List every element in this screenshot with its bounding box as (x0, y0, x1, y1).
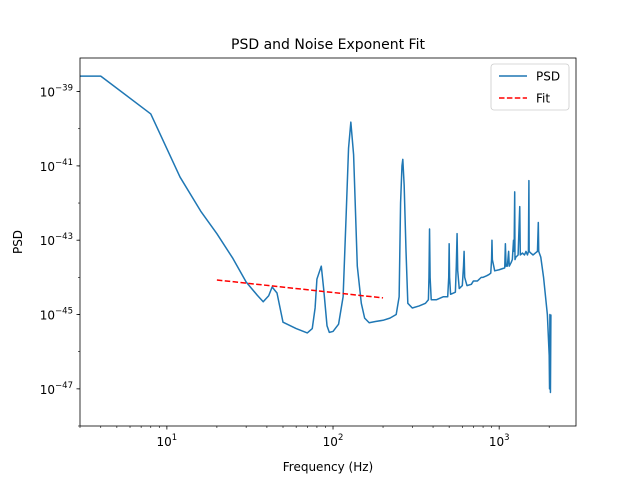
y-tick-label: 10−39 (40, 84, 73, 100)
y-tick-label: 10−41 (40, 158, 73, 174)
x-tick-label: 101 (157, 433, 178, 449)
y-tick-label: 10−43 (40, 232, 73, 248)
legend-label-psd: PSD (536, 70, 560, 84)
series-line-fit (216, 279, 384, 299)
x-axis-label: Frequency (Hz) (283, 460, 374, 474)
chart-title: PSD and Noise Exponent Fit (231, 37, 425, 53)
y-axis-label: PSD (11, 230, 25, 254)
axes: 101 102 103 10−47 10−45 10−43 10−41 10−39 (40, 57, 577, 449)
series-line-psd (80, 75, 552, 394)
legend-label-fit: Fit (536, 92, 550, 106)
x-tick-label: 102 (323, 433, 344, 449)
plot-frame (79, 57, 577, 427)
y-tick-label: 10−45 (40, 307, 73, 323)
y-tick-label: 10−47 (40, 381, 73, 397)
legend: PSD Fit (490, 63, 570, 111)
x-tick-label: 103 (489, 433, 510, 449)
plot-area (80, 75, 552, 394)
